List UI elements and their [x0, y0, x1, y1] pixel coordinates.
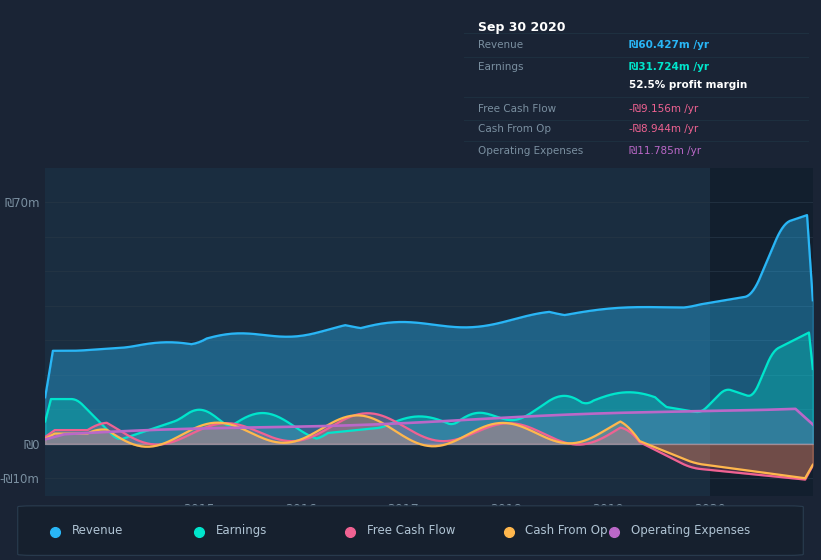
Text: ₪60.427m /yr: ₪60.427m /yr — [630, 40, 709, 50]
Text: Cash From Op: Cash From Op — [525, 524, 608, 537]
Text: 52.5% profit margin: 52.5% profit margin — [630, 80, 748, 90]
Text: Operating Expenses: Operating Expenses — [631, 524, 750, 537]
Text: Earnings: Earnings — [216, 524, 267, 537]
Text: Cash From Op: Cash From Op — [478, 124, 551, 134]
Bar — [710, 168, 813, 496]
Text: ₪11.785m /yr: ₪11.785m /yr — [630, 146, 701, 156]
Text: Operating Expenses: Operating Expenses — [478, 146, 583, 156]
Text: -₪8.944m /yr: -₪8.944m /yr — [630, 124, 699, 134]
Text: Revenue: Revenue — [478, 40, 523, 50]
Text: Free Cash Flow: Free Cash Flow — [367, 524, 455, 537]
Text: Free Cash Flow: Free Cash Flow — [478, 104, 556, 114]
FancyBboxPatch shape — [18, 506, 803, 556]
Text: Sep 30 2020: Sep 30 2020 — [478, 21, 565, 34]
Text: Revenue: Revenue — [72, 524, 123, 537]
Text: Earnings: Earnings — [478, 62, 523, 72]
Text: -₪9.156m /yr: -₪9.156m /yr — [630, 104, 699, 114]
Text: ₪31.724m /yr: ₪31.724m /yr — [630, 62, 709, 72]
